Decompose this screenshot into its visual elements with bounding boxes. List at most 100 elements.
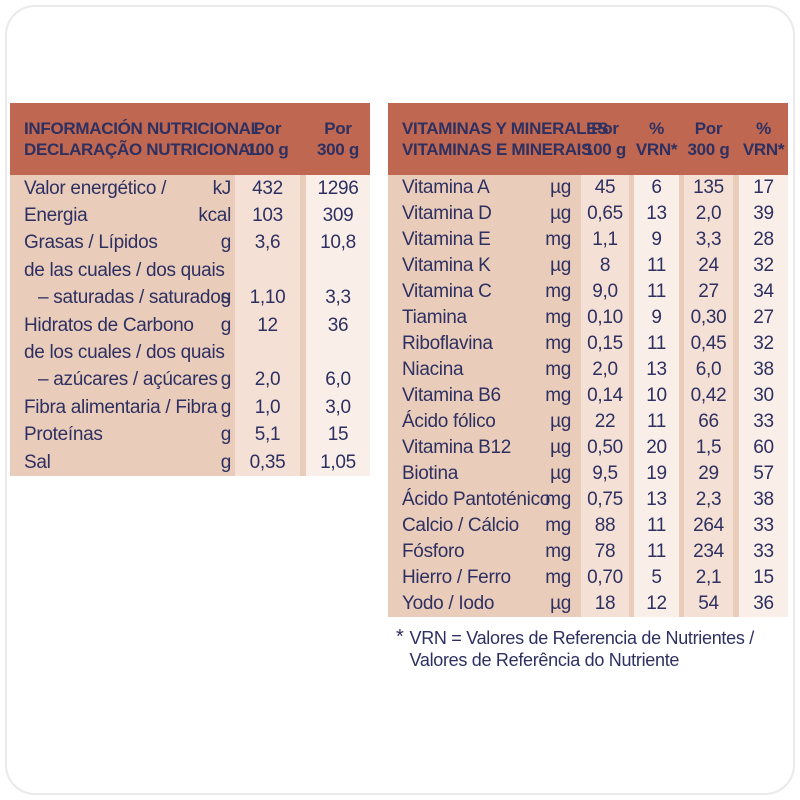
col-header-per-300g: Por 300 g bbox=[317, 119, 359, 159]
nutrient-label: Hidratos de Carbono bbox=[24, 314, 194, 336]
col-header-vrn-300g: % VRN* bbox=[742, 119, 785, 159]
nutrient-unit: g bbox=[220, 287, 232, 309]
vitamin-unit: µg bbox=[550, 463, 571, 484]
vitamin-label: Vitamina B6 bbox=[402, 385, 501, 406]
vrn-percent-300g: 33 bbox=[739, 409, 788, 435]
vrn-percent-300g: 17 bbox=[739, 175, 788, 201]
vrn-footnote-text: VRN = Valores de Referencia de Nutriente… bbox=[409, 628, 754, 670]
vrn-percent-300g: 30 bbox=[739, 383, 788, 409]
table-row: Yodo / Iodo µg 18 12 54 36 bbox=[388, 591, 788, 617]
vrn-percent-100g: 12 bbox=[634, 591, 679, 617]
value-per-100g: 0,75 bbox=[581, 487, 629, 513]
vitamins-title-pt: VITAMINAS E MINERAIS bbox=[402, 140, 593, 159]
table-row: de las cuales / dos quais bbox=[10, 257, 370, 285]
asterisk-marker: * bbox=[396, 626, 404, 648]
vrn-percent-300g: 38 bbox=[739, 357, 788, 383]
value-per-300g: 0,45 bbox=[684, 331, 733, 357]
value-per-100g: 8 bbox=[581, 253, 629, 279]
vitamin-unit: mg bbox=[545, 385, 571, 406]
vitamin-unit: µg bbox=[550, 203, 571, 224]
nutrient-label: Proteínas bbox=[24, 424, 103, 446]
vitamin-label: Yodo / Iodo bbox=[402, 593, 495, 614]
value-per-100g: 88 bbox=[581, 513, 629, 539]
value-per-100g: 12 bbox=[235, 311, 300, 340]
table-row: Energia kcal 103 309 bbox=[10, 202, 370, 230]
vitamin-label: Calcio / Cálcio bbox=[402, 515, 519, 536]
value-per-300g: 3,3 bbox=[306, 284, 370, 312]
nutrition-table-body: Valor energético / kJ 432 1296 Energia kcal 10… bbox=[10, 175, 370, 477]
table-row: de los cuales / dos quais bbox=[10, 339, 370, 367]
table-row: Vitamina K µg 8 11 24 32 bbox=[388, 253, 788, 279]
vitamin-label: Fósforo bbox=[402, 541, 465, 562]
nutrient-label: de los cuales / dos quais bbox=[24, 342, 225, 364]
nutrient-unit: g bbox=[220, 451, 232, 473]
vitamin-label: Vitamina K bbox=[402, 255, 491, 276]
vitamin-label: Vitamina A bbox=[402, 177, 490, 198]
vitamin-unit: mg bbox=[545, 515, 571, 536]
vitamin-unit: mg bbox=[545, 307, 571, 328]
value-per-300g: 1,5 bbox=[684, 435, 733, 461]
table-row: Vitamina B6 mg 0,14 10 0,42 30 bbox=[388, 383, 788, 409]
value-per-300g: 234 bbox=[684, 539, 733, 565]
vrn-percent-100g: 11 bbox=[634, 513, 679, 539]
nutrition-table-header: INFORMACIÓN NUTRICIONAL DECLARAÇÃO NUTRI… bbox=[10, 103, 370, 175]
value-per-100g: 0,10 bbox=[581, 305, 629, 331]
vrn-percent-300g: 32 bbox=[739, 331, 788, 357]
value-per-100g: 0,50 bbox=[581, 435, 629, 461]
table-row: Fibra alimentaria / Fibra g 1,0 3,0 bbox=[10, 394, 370, 422]
value-per-100g: 78 bbox=[581, 539, 629, 565]
value-per-100g: 0,15 bbox=[581, 331, 629, 357]
value-per-300g: 1296 bbox=[306, 175, 370, 203]
vrn-percent-300g: 60 bbox=[739, 435, 788, 461]
vitamins-table-header: VITAMINAS Y MINERALES VITAMINAS E MINERA… bbox=[388, 103, 788, 175]
vrn-percent-300g: 38 bbox=[739, 487, 788, 513]
nutrient-unit: g bbox=[220, 232, 232, 254]
vrn-percent-100g: 11 bbox=[634, 331, 679, 357]
table-row: Vitamina A µg 45 6 135 17 bbox=[388, 175, 788, 201]
vrn-percent-300g: 15 bbox=[739, 565, 788, 591]
nutrient-label: de las cuales / dos quais bbox=[24, 259, 225, 281]
value-per-100g: 1,0 bbox=[235, 394, 300, 422]
nutrient-label: – azúcares / açúcares bbox=[38, 369, 218, 391]
nutrient-label: Fibra alimentaria / Fibra bbox=[24, 396, 218, 418]
value-per-100g: 3,6 bbox=[235, 229, 300, 258]
value-per-300g: 0,42 bbox=[684, 383, 733, 409]
value-per-100g: 0,35 bbox=[235, 448, 300, 477]
value-per-300g: 2,1 bbox=[684, 565, 733, 591]
vitamins-table: VITAMINAS Y MINERALES VITAMINAS E MINERA… bbox=[388, 103, 788, 617]
vrn-percent-100g: 11 bbox=[634, 279, 679, 305]
value-per-300g bbox=[306, 339, 370, 367]
value-per-100g: 22 bbox=[581, 409, 629, 435]
col-header-per-100g: Por 100 g bbox=[246, 119, 289, 159]
nutrient-label: Energia bbox=[24, 205, 88, 227]
vitamin-label: Ácido Pantoténico bbox=[402, 489, 551, 510]
vrn-percent-100g: 11 bbox=[634, 539, 679, 565]
table-row: Grasas / Lípidos g 3,6 10,8 bbox=[10, 229, 370, 258]
vrn-percent-300g: 27 bbox=[739, 305, 788, 331]
table-row: Vitamina B12 µg 0,50 20 1,5 60 bbox=[388, 435, 788, 461]
table-row: Hidratos de Carbono g 12 36 bbox=[10, 311, 370, 340]
nutrient-unit: g bbox=[220, 396, 232, 418]
vrn-percent-300g: 39 bbox=[739, 201, 788, 227]
vrn-percent-100g: 13 bbox=[634, 201, 679, 227]
col-header-vrn-100g: % VRN* bbox=[635, 119, 678, 159]
vrn-percent-100g: 9 bbox=[634, 227, 679, 253]
nutrient-unit: kJ bbox=[212, 177, 232, 199]
vitamin-label: Vitamina B12 bbox=[402, 437, 512, 458]
value-per-300g: 27 bbox=[684, 279, 733, 305]
vitamin-label: Vitamina C bbox=[402, 281, 492, 302]
table-row: Vitamina E mg 1,1 9 3,3 28 bbox=[388, 227, 788, 253]
vrn-percent-300g: 32 bbox=[739, 253, 788, 279]
nutrient-label: Grasas / Lípidos bbox=[24, 232, 158, 254]
nutrition-table-title: INFORMACIÓN NUTRICIONAL DECLARAÇÃO NUTRI… bbox=[10, 118, 261, 160]
vrn-percent-100g: 6 bbox=[634, 175, 679, 201]
table-row: Riboflavina mg 0,15 11 0,45 32 bbox=[388, 331, 788, 357]
value-per-300g: 309 bbox=[306, 202, 370, 230]
vrn-percent-300g: 36 bbox=[739, 591, 788, 617]
vrn-percent-100g: 13 bbox=[634, 487, 679, 513]
vitamin-label: Riboflavina bbox=[402, 333, 493, 354]
vrn-percent-300g: 33 bbox=[739, 513, 788, 539]
table-row: Sal g 0,35 1,05 bbox=[10, 448, 370, 477]
vitamin-label: Ácido fólico bbox=[402, 411, 496, 432]
vrn-percent-300g: 33 bbox=[739, 539, 788, 565]
